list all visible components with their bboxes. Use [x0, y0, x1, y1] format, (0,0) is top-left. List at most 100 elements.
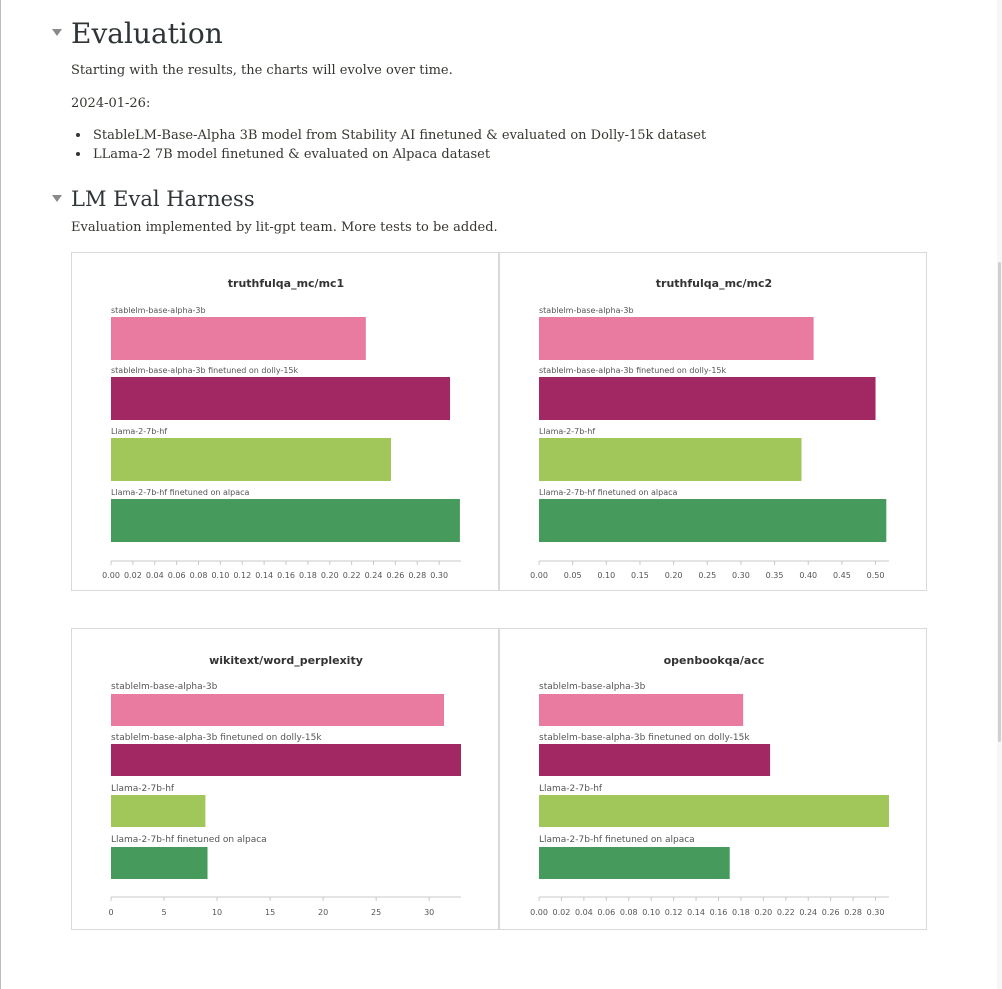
bar[interactable]	[111, 438, 391, 481]
tick-label: 0.16	[277, 571, 295, 580]
bar-label: stablelm-base-alpha-3b	[539, 306, 634, 315]
tick-label: 0.26	[822, 908, 840, 917]
chart-panel-mc1: truthfulqa_mc/mc1 stablelm-base-alpha-3b s…	[71, 252, 499, 591]
bar[interactable]	[539, 744, 771, 776]
bar[interactable]	[539, 694, 744, 726]
bar[interactable]	[539, 377, 876, 420]
chart-title: truthfulqa_mc/mc1	[228, 277, 344, 290]
bar[interactable]	[111, 795, 206, 827]
toggle-lm-eval-icon[interactable]	[52, 195, 62, 202]
tick-label: 0.12	[233, 571, 251, 580]
bar[interactable]	[539, 499, 887, 542]
tick-label: 0.10	[642, 908, 660, 917]
bar-label: Llama-2-7b-hf	[539, 427, 595, 436]
scrollbar-thumb[interactable]	[998, 262, 1001, 742]
tick-label: 0.12	[665, 908, 683, 917]
intro-text: Starting with the results, the charts wi…	[71, 63, 453, 78]
bar[interactable]	[539, 317, 814, 360]
chart-panel-openbookqa: openbookqa/acc stablelm-base-alpha-3b stab…	[499, 628, 927, 930]
bar[interactable]	[111, 317, 366, 360]
bar[interactable]	[539, 795, 889, 827]
tick-label: 0.18	[299, 571, 317, 580]
bar-label: Llama-2-7b-hf finetuned on alpaca	[111, 488, 249, 497]
tick-label: 30	[424, 908, 434, 917]
tick-label: 0.25	[698, 571, 716, 580]
tick-label: 0.45	[833, 571, 851, 580]
tick-label: 0.26	[386, 571, 404, 580]
tick-label: 0.20	[321, 571, 339, 580]
chart-title: truthfulqa_mc/mc2	[656, 277, 772, 290]
page-heading-evaluation: Evaluation	[71, 17, 223, 50]
tick-label: 0.22	[777, 908, 795, 917]
bar[interactable]	[111, 499, 460, 542]
tick-label: 0.14	[255, 571, 273, 580]
bar-label: stablelm-base-alpha-3b	[111, 682, 218, 692]
tick-label: 0.10	[597, 571, 615, 580]
tick-label: 0.05	[564, 571, 582, 580]
tick-label: 0.14	[687, 908, 705, 917]
bar[interactable]	[539, 847, 730, 879]
bar[interactable]	[111, 847, 208, 879]
bar[interactable]	[111, 744, 461, 776]
bar[interactable]	[111, 377, 451, 420]
bar-label: stablelm-base-alpha-3b finetuned on doll…	[539, 366, 727, 375]
tick-label: 0.06	[597, 908, 615, 917]
tick-label: 15	[265, 908, 275, 917]
bar-label: stablelm-base-alpha-3b finetuned on doll…	[111, 733, 322, 743]
tick-label: 0.00	[102, 571, 120, 580]
tick-label: 10	[212, 908, 222, 917]
tick-label: 25	[371, 908, 381, 917]
bar-label: Llama-2-7b-hf finetuned on alpaca	[539, 835, 695, 845]
tick-label: 0.08	[620, 908, 638, 917]
tick-label: 0.40	[799, 571, 817, 580]
tick-label: 0.06	[168, 571, 186, 580]
tick-label: 0.18	[732, 908, 750, 917]
tick-label: 0.30	[732, 571, 750, 580]
chart-title: wikitext/word_perplexity	[209, 654, 363, 667]
tick-label: 0	[108, 908, 113, 917]
tick-label: 0.30	[430, 571, 448, 580]
tick-label: 5	[161, 908, 166, 917]
tick-label: 0.20	[754, 908, 772, 917]
tick-label: 0.28	[844, 908, 862, 917]
chart-title: openbookqa/acc	[664, 654, 765, 667]
chart-panel-wikitext: wikitext/word_perplexity stablelm-base-al…	[71, 628, 499, 930]
tick-label: 0.10	[211, 571, 229, 580]
tick-label: 0.04	[146, 571, 164, 580]
tick-label: 0.08	[190, 571, 208, 580]
chart-panel-mc2: truthfulqa_mc/mc2 stablelm-base-alpha-3b s…	[499, 252, 927, 591]
bar-label: stablelm-base-alpha-3b	[111, 306, 206, 315]
tick-label: 0.24	[799, 908, 817, 917]
tick-label: 0.04	[575, 908, 593, 917]
bar-label: Llama-2-7b-hf	[111, 784, 175, 794]
bar-label: stablelm-base-alpha-3b finetuned on doll…	[539, 733, 750, 743]
tick-label: 0.24	[365, 571, 383, 580]
toggle-evaluation-icon[interactable]	[52, 29, 62, 36]
chart-mc1: truthfulqa_mc/mc1 stablelm-base-alpha-3b s…	[102, 277, 461, 580]
left-border	[0, 0, 1, 989]
list-item: StableLM-Base-Alpha 3B model from Stabil…	[71, 126, 706, 145]
bar-label: Llama-2-7b-hf finetuned on alpaca	[539, 488, 677, 497]
bar-label: stablelm-base-alpha-3b finetuned on doll…	[111, 366, 299, 375]
bar[interactable]	[111, 694, 445, 726]
list-item: LLama-2 7B model finetuned & evaluated o…	[71, 145, 706, 164]
bar-label: Llama-2-7b-hf	[539, 784, 603, 794]
section-subtitle: Evaluation implemented by lit-gpt team. …	[71, 220, 498, 235]
tick-label: 0.30	[867, 908, 885, 917]
tick-label: 0.35	[766, 571, 784, 580]
tick-label: 0.00	[530, 908, 548, 917]
tick-label: 0.50	[867, 571, 885, 580]
chart-wikitext: wikitext/word_perplexity stablelm-base-al…	[108, 654, 461, 917]
bar-label: Llama-2-7b-hf finetuned on alpaca	[111, 835, 267, 845]
bar[interactable]	[539, 438, 802, 481]
tick-label: 0.16	[710, 908, 728, 917]
bar-label: Llama-2-7b-hf	[111, 427, 167, 436]
section-heading-lm-eval-harness: LM Eval Harness	[71, 187, 255, 211]
date-text: 2024-01-26:	[71, 96, 151, 111]
tick-label: 0.22	[343, 571, 361, 580]
chart-mc2: truthfulqa_mc/mc2 stablelm-base-alpha-3b s…	[530, 277, 889, 580]
tick-label: 0.02	[124, 571, 142, 580]
tick-label: 0.15	[631, 571, 649, 580]
tick-label: 0.28	[408, 571, 426, 580]
bar-label: stablelm-base-alpha-3b	[539, 682, 646, 692]
